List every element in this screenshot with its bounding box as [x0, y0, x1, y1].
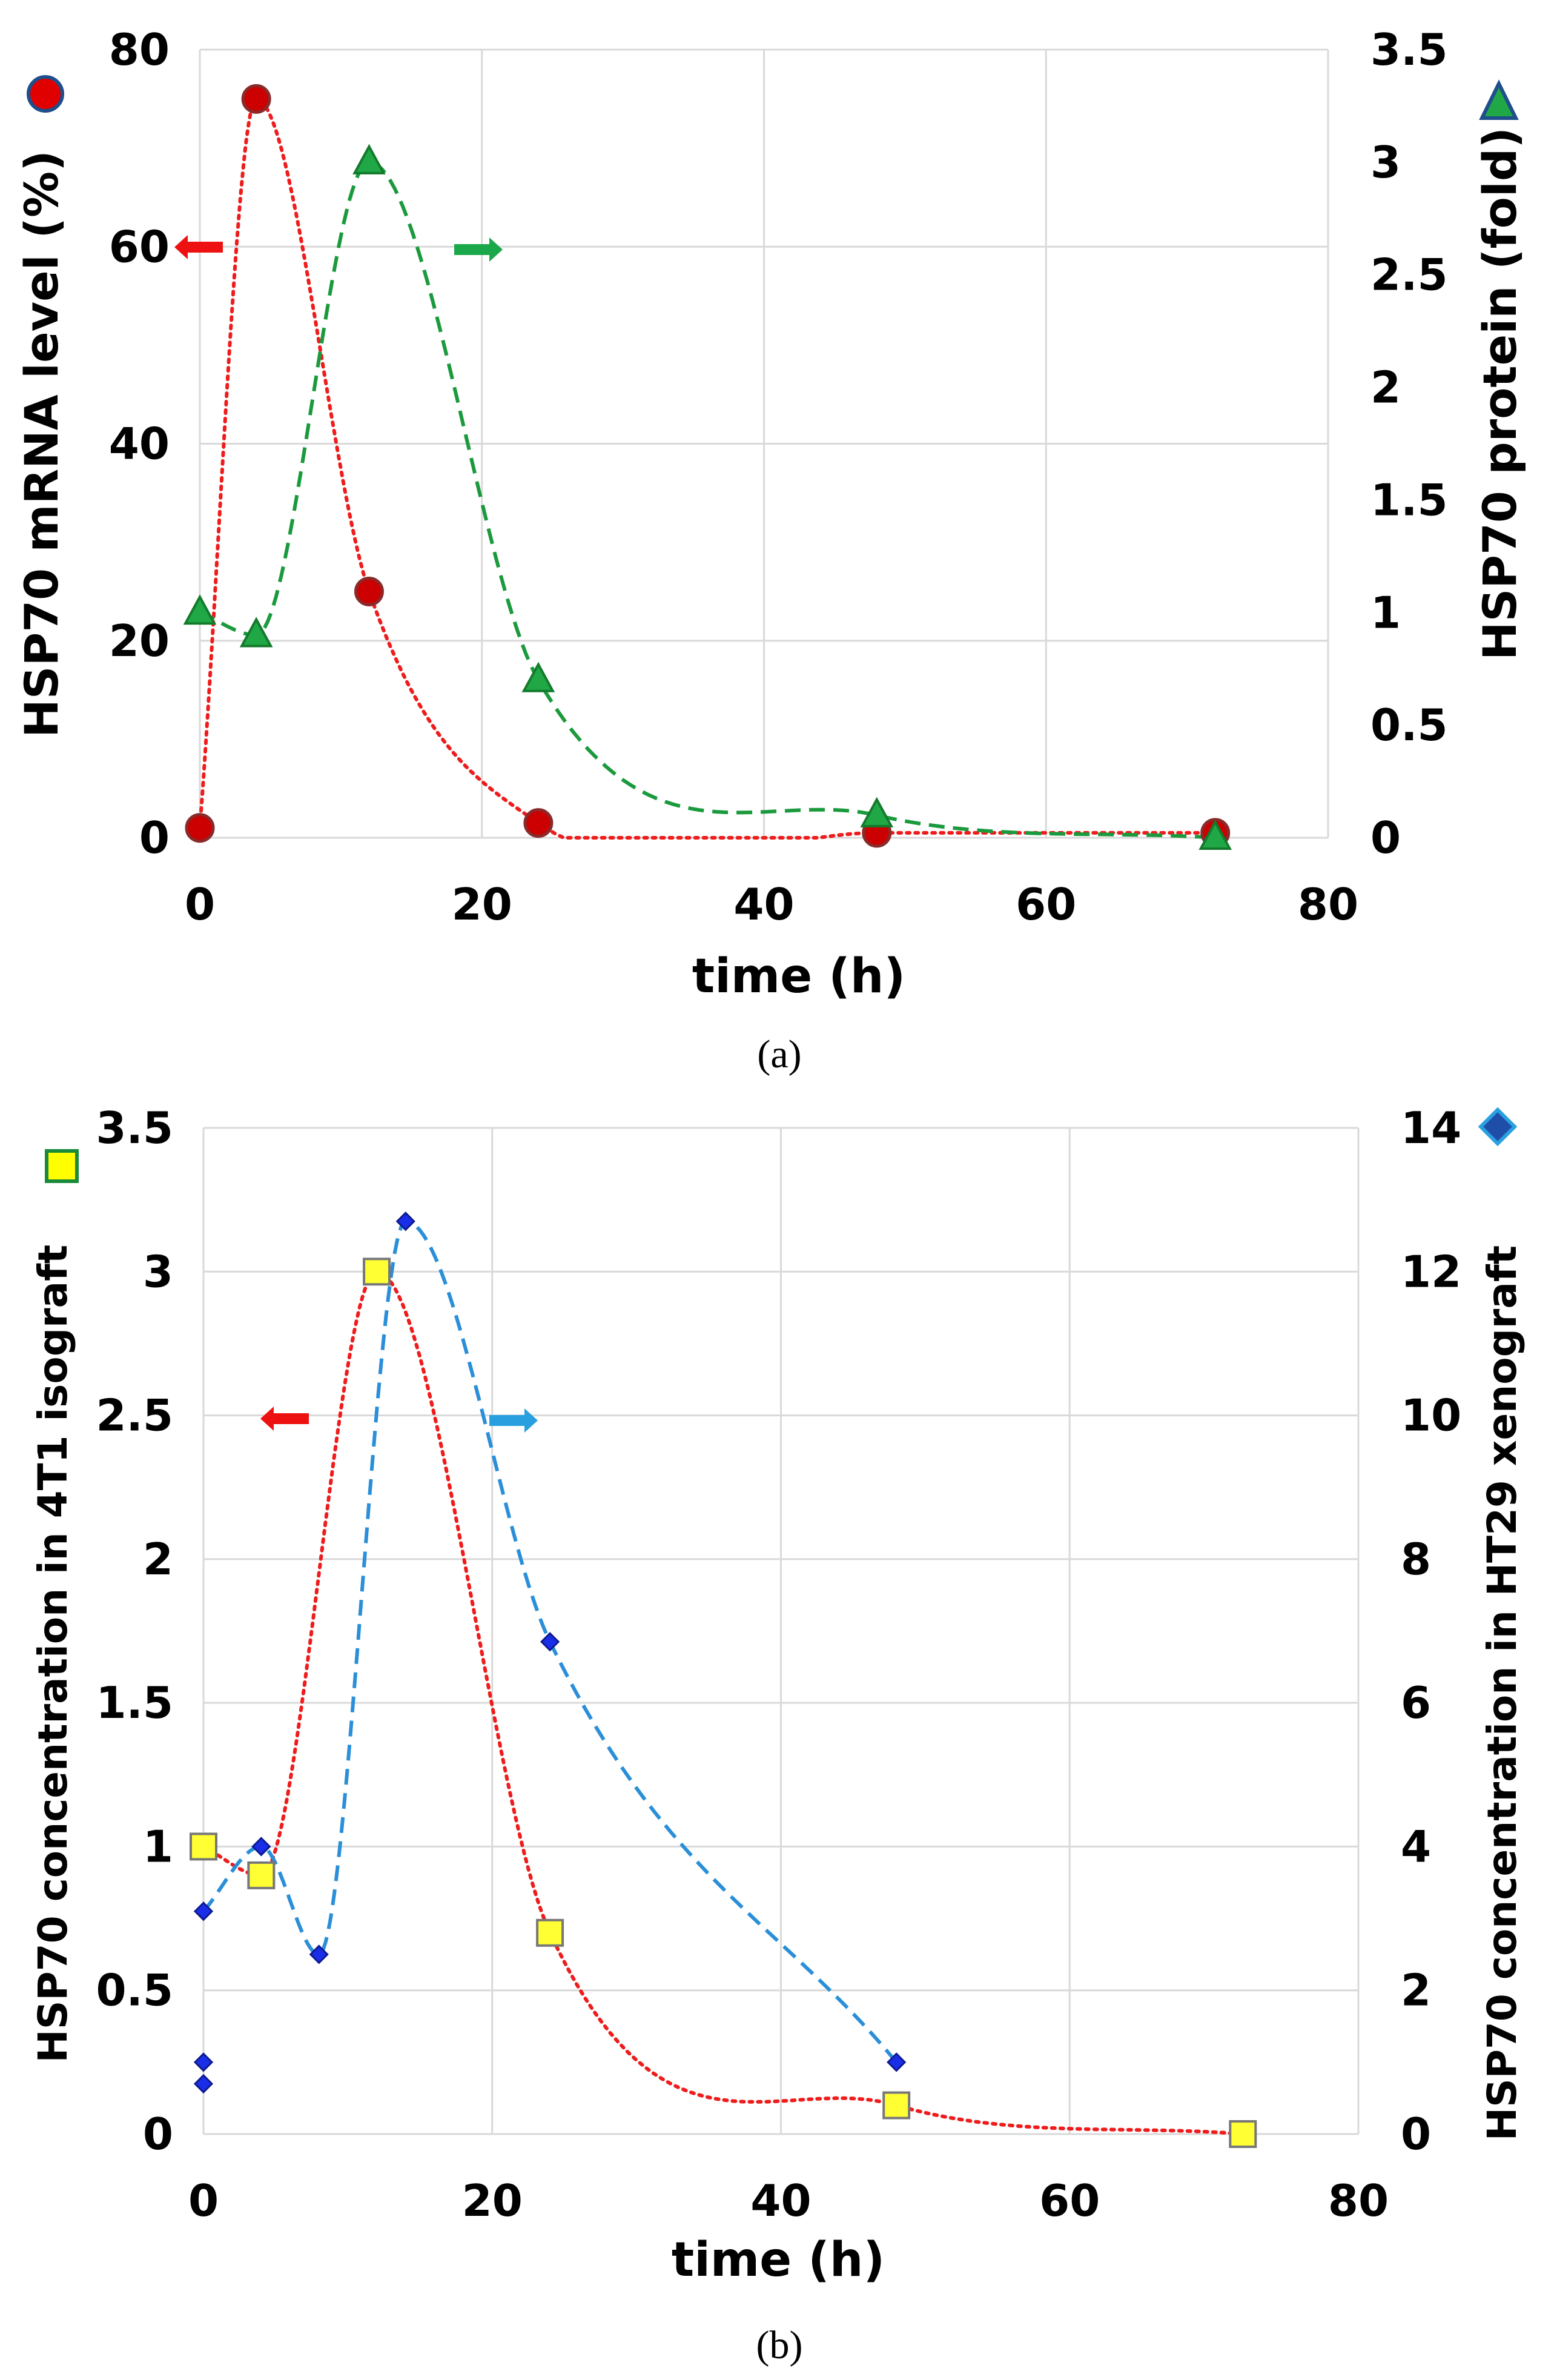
data-point-square: [247, 1861, 276, 1889]
y-tick-label-left: 3.5: [96, 1102, 173, 1153]
panel-b-ylabel-left: HSP70 concentration in 4T1 isograft: [30, 1245, 76, 2063]
data-point-diamond: [251, 1837, 271, 1857]
y-tick-label-left: 1: [143, 1821, 173, 1872]
y-tick-label-left: 0: [139, 812, 170, 863]
panel-a-xlabel: time (h): [692, 949, 905, 1004]
panel-b-marks: [190, 1212, 1257, 2148]
data-point-diamond: [193, 2073, 214, 2094]
data-point-circle: [185, 813, 215, 843]
direction-arrow-left-icon: [174, 235, 223, 259]
y-tick-label-right: 10: [1401, 1390, 1461, 1441]
panel-a-curves: [198, 97, 1217, 840]
panel-b-xlabel: time (h): [672, 2233, 885, 2287]
data-point-circle: [241, 84, 271, 114]
y-tick-label-left: 40: [109, 419, 170, 469]
panel-b-arrows: [260, 1407, 538, 1433]
y-tick-label-left: 80: [109, 24, 170, 75]
y-tick-label-right: 3.5: [1370, 24, 1448, 75]
data-point-circle: [523, 808, 554, 838]
y-tick-label-right: 1.5: [1370, 474, 1448, 525]
y-tick-label-right: 0: [1370, 812, 1401, 863]
y-tick-label-left: 60: [109, 221, 170, 272]
y-tick-label-right: 3: [1370, 137, 1401, 188]
y-tick-label-right: 2: [1401, 1965, 1431, 2016]
x-tick-label: 80: [1298, 879, 1358, 930]
x-tick-label: 20: [462, 2175, 523, 2226]
data-point-triangle: [521, 661, 555, 692]
panel-b-ylabel-right: HSP70 concentration in HT29 xenograft: [1479, 1245, 1526, 2141]
data-point-diamond: [395, 1212, 415, 1231]
y-tick-label-left: 20: [109, 615, 170, 666]
x-tick-label: 20: [452, 879, 512, 930]
y-tick-label-right: 0: [1401, 2109, 1431, 2160]
y-tick-label-left: 2.5: [96, 1390, 173, 1441]
data-point-triangle: [1198, 819, 1232, 850]
y-tick-label-right: 6: [1401, 1677, 1431, 1728]
data-point-square: [363, 1258, 391, 1286]
legend-triangle-icon: [1479, 79, 1519, 120]
data-point-diamond: [887, 2052, 907, 2072]
y-tick-label-left: 3: [143, 1246, 173, 1297]
y-tick-label-right: 1: [1370, 587, 1401, 638]
y-tick-label-right: 8: [1401, 1534, 1431, 1585]
panel-b-axes: [202, 1128, 1360, 2135]
series-line-2: [199, 160, 1215, 840]
x-tick-label: 0: [185, 879, 215, 930]
x-tick-label: 60: [1039, 2175, 1100, 2226]
y-tick-label-left: 0.5: [96, 1965, 173, 2016]
series-line-1: [198, 97, 1217, 840]
data-point-square: [882, 2091, 911, 2120]
data-point-square: [1229, 2120, 1257, 2148]
y-tick-label-left: 1.5: [96, 1677, 173, 1728]
y-tick-label-left: 2: [143, 1534, 173, 1585]
data-point-triangle: [183, 594, 217, 625]
data-point-circle: [354, 576, 384, 606]
legend-circle-icon: [27, 75, 64, 113]
direction-arrow-right-icon: [454, 237, 503, 262]
panel-a-marks: [183, 84, 1232, 850]
y-tick-label-right: 2.5: [1370, 250, 1448, 300]
y-tick-label-right: 0.5: [1370, 700, 1448, 751]
data-point-square: [190, 1832, 217, 1861]
y-tick-label-right: 4: [1401, 1821, 1431, 1872]
x-tick-label: 40: [733, 879, 794, 930]
direction-arrow-left-icon: [260, 1407, 309, 1431]
caption-b: (b): [756, 2323, 803, 2367]
x-tick-label: 0: [188, 2175, 219, 2226]
caption-a: (a): [757, 1032, 801, 1076]
y-tick-label-left: 0: [143, 2109, 173, 2160]
data-point-diamond: [193, 1901, 214, 1921]
data-point-diamond: [540, 1632, 560, 1652]
panel-b-curves: [202, 1219, 1245, 2136]
panel-a-ylabel-left: HSP70 mRNA level (%): [15, 150, 68, 738]
direction-arrow-right-icon: [489, 1408, 538, 1433]
y-tick-label-right: 2: [1370, 362, 1401, 413]
y-tick-label-right: 14: [1401, 1102, 1461, 1153]
data-point-diamond: [309, 1944, 329, 1964]
panel-a-arrows: [174, 235, 503, 262]
series-line-2: [202, 1219, 898, 2064]
data-point-triangle: [239, 617, 273, 648]
data-point-triangle: [860, 797, 894, 827]
data-point-diamond: [193, 2052, 214, 2072]
x-tick-label: 80: [1328, 2175, 1389, 2226]
y-tick-label-right: 12: [1401, 1246, 1461, 1297]
panel-a-ylabel-right: HSP70 protein (fold): [1473, 127, 1527, 660]
x-tick-label: 60: [1016, 879, 1076, 930]
data-point-square: [536, 1918, 564, 1947]
data-point-triangle: [352, 144, 386, 174]
x-tick-label: 40: [750, 2175, 811, 2226]
legend-square-icon: [45, 1149, 79, 1183]
legend-diamond-icon: [1478, 1107, 1518, 1147]
